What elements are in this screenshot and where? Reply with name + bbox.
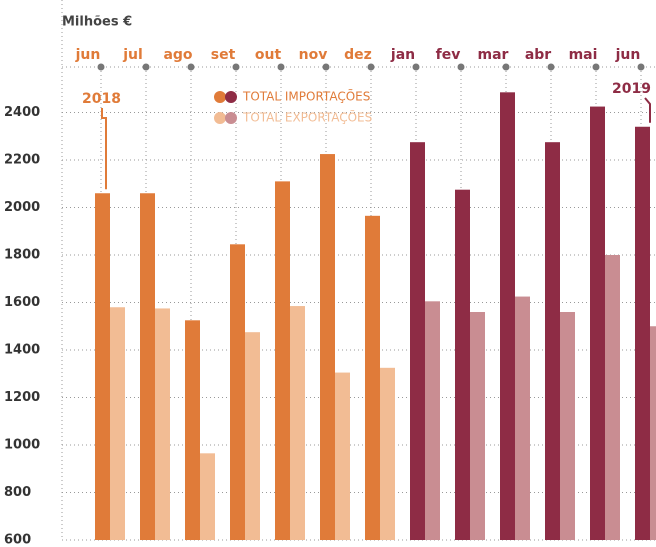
legend-swatch <box>225 112 237 124</box>
bar <box>230 244 245 540</box>
x-tick-label: fev <box>436 47 461 63</box>
y-tick-label: 2400 <box>4 105 40 120</box>
y-tick-label: 2000 <box>4 200 40 215</box>
category-dot <box>502 63 510 71</box>
category-dot <box>277 63 285 71</box>
bar <box>605 255 620 540</box>
x-tick-label: jun <box>615 47 641 63</box>
y-tick-label: 600 <box>4 533 31 547</box>
bar <box>95 193 110 540</box>
category-dot <box>547 63 555 71</box>
category-dot <box>97 63 105 71</box>
x-tick-label: abr <box>525 47 551 63</box>
bar <box>110 307 125 540</box>
legend-label: TOTAL EXPORTAÇÕES <box>242 110 372 125</box>
bar <box>245 332 260 540</box>
y-tick-label: 1600 <box>4 295 40 310</box>
x-tick-label: nov <box>299 47 328 63</box>
bar <box>560 312 575 540</box>
y-tick-label: 800 <box>4 485 31 500</box>
category-dot <box>592 63 600 71</box>
bar <box>635 126 650 540</box>
legend-swatch <box>214 112 226 124</box>
bar <box>425 301 440 540</box>
x-tick-label: mai <box>569 47 598 63</box>
bar <box>320 154 335 540</box>
annotation: 2019 <box>612 81 651 97</box>
category-dot <box>142 63 150 71</box>
y-axis-label: Milhões € <box>62 15 132 30</box>
y-tick-label: 1000 <box>4 438 40 453</box>
x-tick-label: jan <box>390 47 415 63</box>
x-tick-label: jun <box>75 47 101 63</box>
annotation: 2018 <box>82 91 121 107</box>
x-tick-label: dez <box>344 47 372 63</box>
bar <box>290 306 305 540</box>
legend-label: TOTAL IMPORTAÇÕES <box>242 89 370 104</box>
x-tick-label: mar <box>478 47 509 63</box>
bar <box>335 372 350 540</box>
y-tick-label: 2200 <box>4 153 40 168</box>
annotation-line <box>644 97 651 123</box>
legend-swatch <box>214 91 226 103</box>
bar <box>650 326 656 540</box>
bar <box>155 308 170 540</box>
bar <box>515 296 530 540</box>
bar <box>470 312 485 540</box>
bar <box>275 181 290 540</box>
legend-swatch <box>225 91 237 103</box>
y-tick-label: 1400 <box>4 343 40 358</box>
x-tick-label: ago <box>163 47 192 63</box>
annotation-line <box>101 108 107 190</box>
category-dot <box>232 63 240 71</box>
bar <box>365 215 380 540</box>
bar <box>185 320 200 540</box>
bar <box>200 453 215 540</box>
category-dot <box>367 63 375 71</box>
category-dot <box>187 63 195 71</box>
category-dot <box>412 63 420 71</box>
x-tick-label: out <box>255 47 282 63</box>
bar <box>410 142 425 540</box>
bar <box>500 92 515 540</box>
bar <box>545 142 560 540</box>
category-dot <box>637 63 645 71</box>
x-tick-label: jul <box>122 47 143 63</box>
y-tick-label: 1800 <box>4 248 40 263</box>
bar <box>590 106 605 540</box>
bar <box>140 193 155 540</box>
x-tick-label: set <box>211 47 236 63</box>
category-dot <box>457 63 465 71</box>
bar <box>380 367 395 540</box>
bar <box>455 189 470 540</box>
y-tick-label: 1200 <box>4 390 40 405</box>
category-dot <box>322 63 330 71</box>
